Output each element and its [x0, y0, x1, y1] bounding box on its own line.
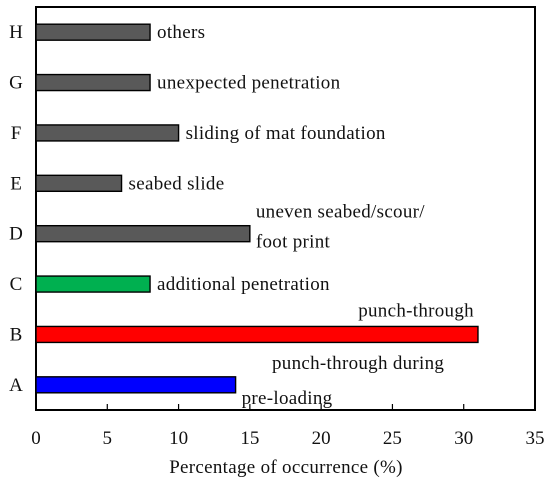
bar-C: [35, 275, 151, 293]
bar-F: [35, 124, 180, 142]
x-axis-ticks: 0 5 10 15 20 25 30 35: [31, 404, 545, 449]
bar-H: [35, 23, 151, 41]
bar-label-H: others: [157, 22, 205, 43]
bar-E: [35, 174, 123, 193]
x-tick-label-10: 10: [169, 428, 188, 449]
plot-area-frame: [35, 6, 536, 411]
x-tick-label-0: 0: [31, 428, 41, 449]
bar-label-E: seabed slide: [129, 173, 225, 194]
category-label-G: G: [9, 73, 23, 94]
bars-group: [35, 23, 479, 394]
category-label-F: F: [11, 123, 22, 144]
bar-label-G: unexpected penetration: [157, 73, 341, 94]
category-label-D: D: [9, 224, 23, 245]
category-label-A: A: [9, 375, 23, 396]
bar-label-F: sliding of mat foundation: [186, 123, 386, 144]
bar-label-A-line1: punch-through during: [272, 353, 444, 374]
bar-D: [35, 224, 251, 243]
category-label-H: H: [9, 22, 23, 43]
bar-B: [35, 325, 479, 344]
category-label-E: E: [10, 173, 22, 194]
bar-label-A-line2: pre-loading: [242, 388, 333, 409]
category-label-C: C: [10, 274, 23, 295]
x-tick-label-30: 30: [454, 428, 473, 449]
bar-label-D-line1: uneven seabed/scour/: [256, 202, 425, 223]
x-tick-label-20: 20: [312, 428, 331, 449]
bar-G: [35, 73, 151, 92]
bar-label-B: punch-through: [358, 300, 474, 321]
category-labels: H G F E D C B A: [9, 22, 23, 396]
bar-annotations: others unexpected penetration sliding of m…: [129, 22, 474, 409]
category-label-B: B: [10, 324, 23, 345]
x-tick-label-5: 5: [103, 428, 113, 449]
x-tick-label-35: 35: [526, 428, 545, 449]
x-axis-title: Percentage of occurrence (%): [169, 457, 403, 478]
bar-A: [35, 376, 237, 394]
bar-label-D-line2: foot print: [256, 232, 331, 253]
x-tick-label-25: 25: [383, 428, 402, 449]
bar-label-C: additional penetration: [157, 274, 330, 295]
x-tick-label-15: 15: [240, 428, 259, 449]
